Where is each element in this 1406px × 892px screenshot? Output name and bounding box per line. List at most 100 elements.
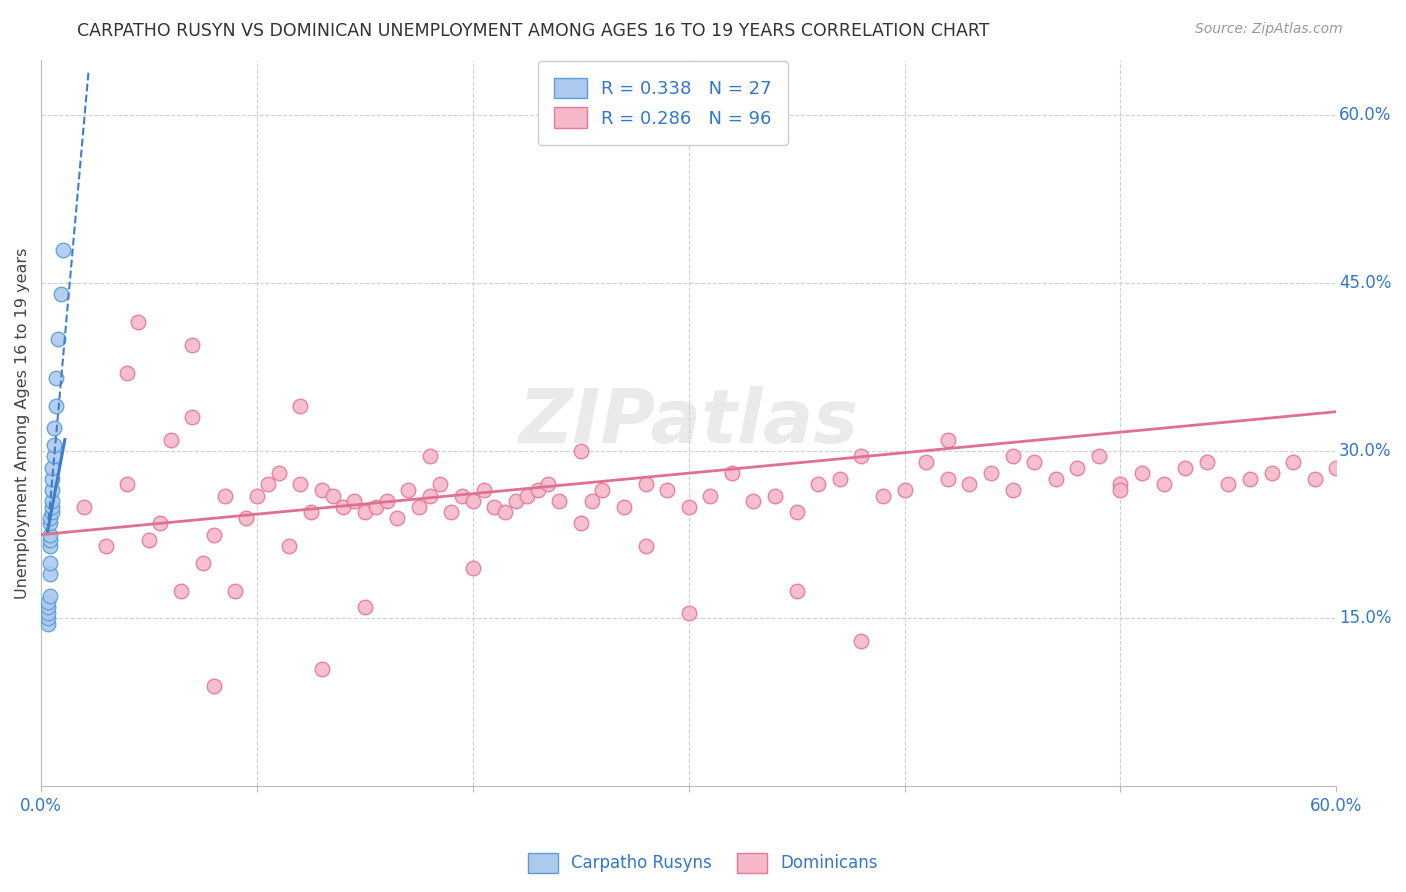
Point — [235, 511, 257, 525]
Point — [915, 455, 938, 469]
Point — [38, 533, 60, 548]
Point — [1153, 477, 1175, 491]
Point — [38, 556, 60, 570]
Point — [872, 489, 894, 503]
Point — [41, 472, 63, 486]
Point — [419, 450, 441, 464]
Point — [1239, 472, 1261, 486]
Point — [45, 371, 67, 385]
Point — [181, 410, 204, 425]
Point — [419, 489, 441, 503]
Point — [354, 505, 377, 519]
Point — [893, 483, 915, 497]
Point — [548, 494, 571, 508]
Point — [159, 433, 181, 447]
Point — [1022, 455, 1045, 469]
Point — [1195, 455, 1218, 469]
Point — [678, 606, 700, 620]
Point — [591, 483, 613, 497]
Point — [537, 477, 560, 491]
Point — [41, 460, 63, 475]
Point — [526, 483, 548, 497]
Point — [37, 611, 59, 625]
Point — [763, 489, 786, 503]
Point — [311, 483, 333, 497]
Point — [41, 483, 63, 497]
Point — [505, 494, 527, 508]
Point — [288, 477, 311, 491]
Point — [1109, 477, 1132, 491]
Point — [52, 243, 75, 257]
Point — [41, 494, 63, 508]
Point — [396, 483, 419, 497]
Point — [408, 500, 430, 514]
Point — [214, 489, 236, 503]
Point — [246, 489, 269, 503]
Point — [311, 662, 333, 676]
Point — [569, 443, 592, 458]
Point — [267, 466, 290, 480]
Point — [634, 477, 657, 491]
Point — [278, 539, 301, 553]
Point — [980, 466, 1002, 480]
Point — [1303, 472, 1326, 486]
Point — [202, 679, 225, 693]
Point — [41, 500, 63, 514]
Point — [354, 600, 377, 615]
Point — [117, 366, 139, 380]
Point — [484, 500, 506, 514]
Point — [117, 477, 139, 491]
Point — [322, 489, 344, 503]
Point — [375, 494, 398, 508]
Point — [1282, 455, 1305, 469]
Point — [634, 539, 657, 553]
Point — [41, 505, 63, 519]
Text: ZIPatlas: ZIPatlas — [519, 386, 859, 459]
Text: Source: ZipAtlas.com: Source: ZipAtlas.com — [1195, 22, 1343, 37]
Point — [1260, 466, 1282, 480]
Point — [94, 539, 117, 553]
Point — [569, 516, 592, 531]
Point — [440, 505, 463, 519]
Point — [1130, 466, 1153, 480]
Point — [37, 606, 59, 620]
Point — [37, 595, 59, 609]
Point — [299, 505, 322, 519]
Point — [786, 505, 808, 519]
Y-axis label: Unemployment Among Ages 16 to 19 years: Unemployment Among Ages 16 to 19 years — [15, 247, 30, 599]
Point — [1174, 460, 1197, 475]
Point — [1088, 450, 1111, 464]
Point — [742, 494, 765, 508]
Point — [332, 500, 354, 514]
Point — [181, 337, 204, 351]
Point — [721, 466, 744, 480]
Point — [1001, 450, 1024, 464]
Point — [786, 583, 808, 598]
Point — [807, 477, 830, 491]
Point — [472, 483, 495, 497]
Point — [828, 472, 851, 486]
Point — [1066, 460, 1088, 475]
Point — [138, 533, 160, 548]
Point — [581, 494, 603, 508]
Text: 60.0%: 60.0% — [1339, 106, 1392, 125]
Legend: Carpatho Rusyns, Dominicans: Carpatho Rusyns, Dominicans — [522, 847, 884, 880]
Point — [936, 472, 959, 486]
Point — [1109, 483, 1132, 497]
Point — [38, 589, 60, 603]
Point — [288, 399, 311, 413]
Point — [256, 477, 278, 491]
Point — [461, 561, 484, 575]
Point — [343, 494, 366, 508]
Legend: R = 0.338   N = 27, R = 0.286   N = 96: R = 0.338 N = 27, R = 0.286 N = 96 — [537, 62, 787, 145]
Point — [1324, 460, 1347, 475]
Point — [42, 421, 65, 435]
Point — [42, 450, 65, 464]
Point — [38, 511, 60, 525]
Point — [387, 511, 409, 525]
Text: 45.0%: 45.0% — [1339, 274, 1392, 293]
Point — [851, 633, 873, 648]
Point — [38, 516, 60, 531]
Point — [202, 527, 225, 541]
Point — [38, 527, 60, 541]
